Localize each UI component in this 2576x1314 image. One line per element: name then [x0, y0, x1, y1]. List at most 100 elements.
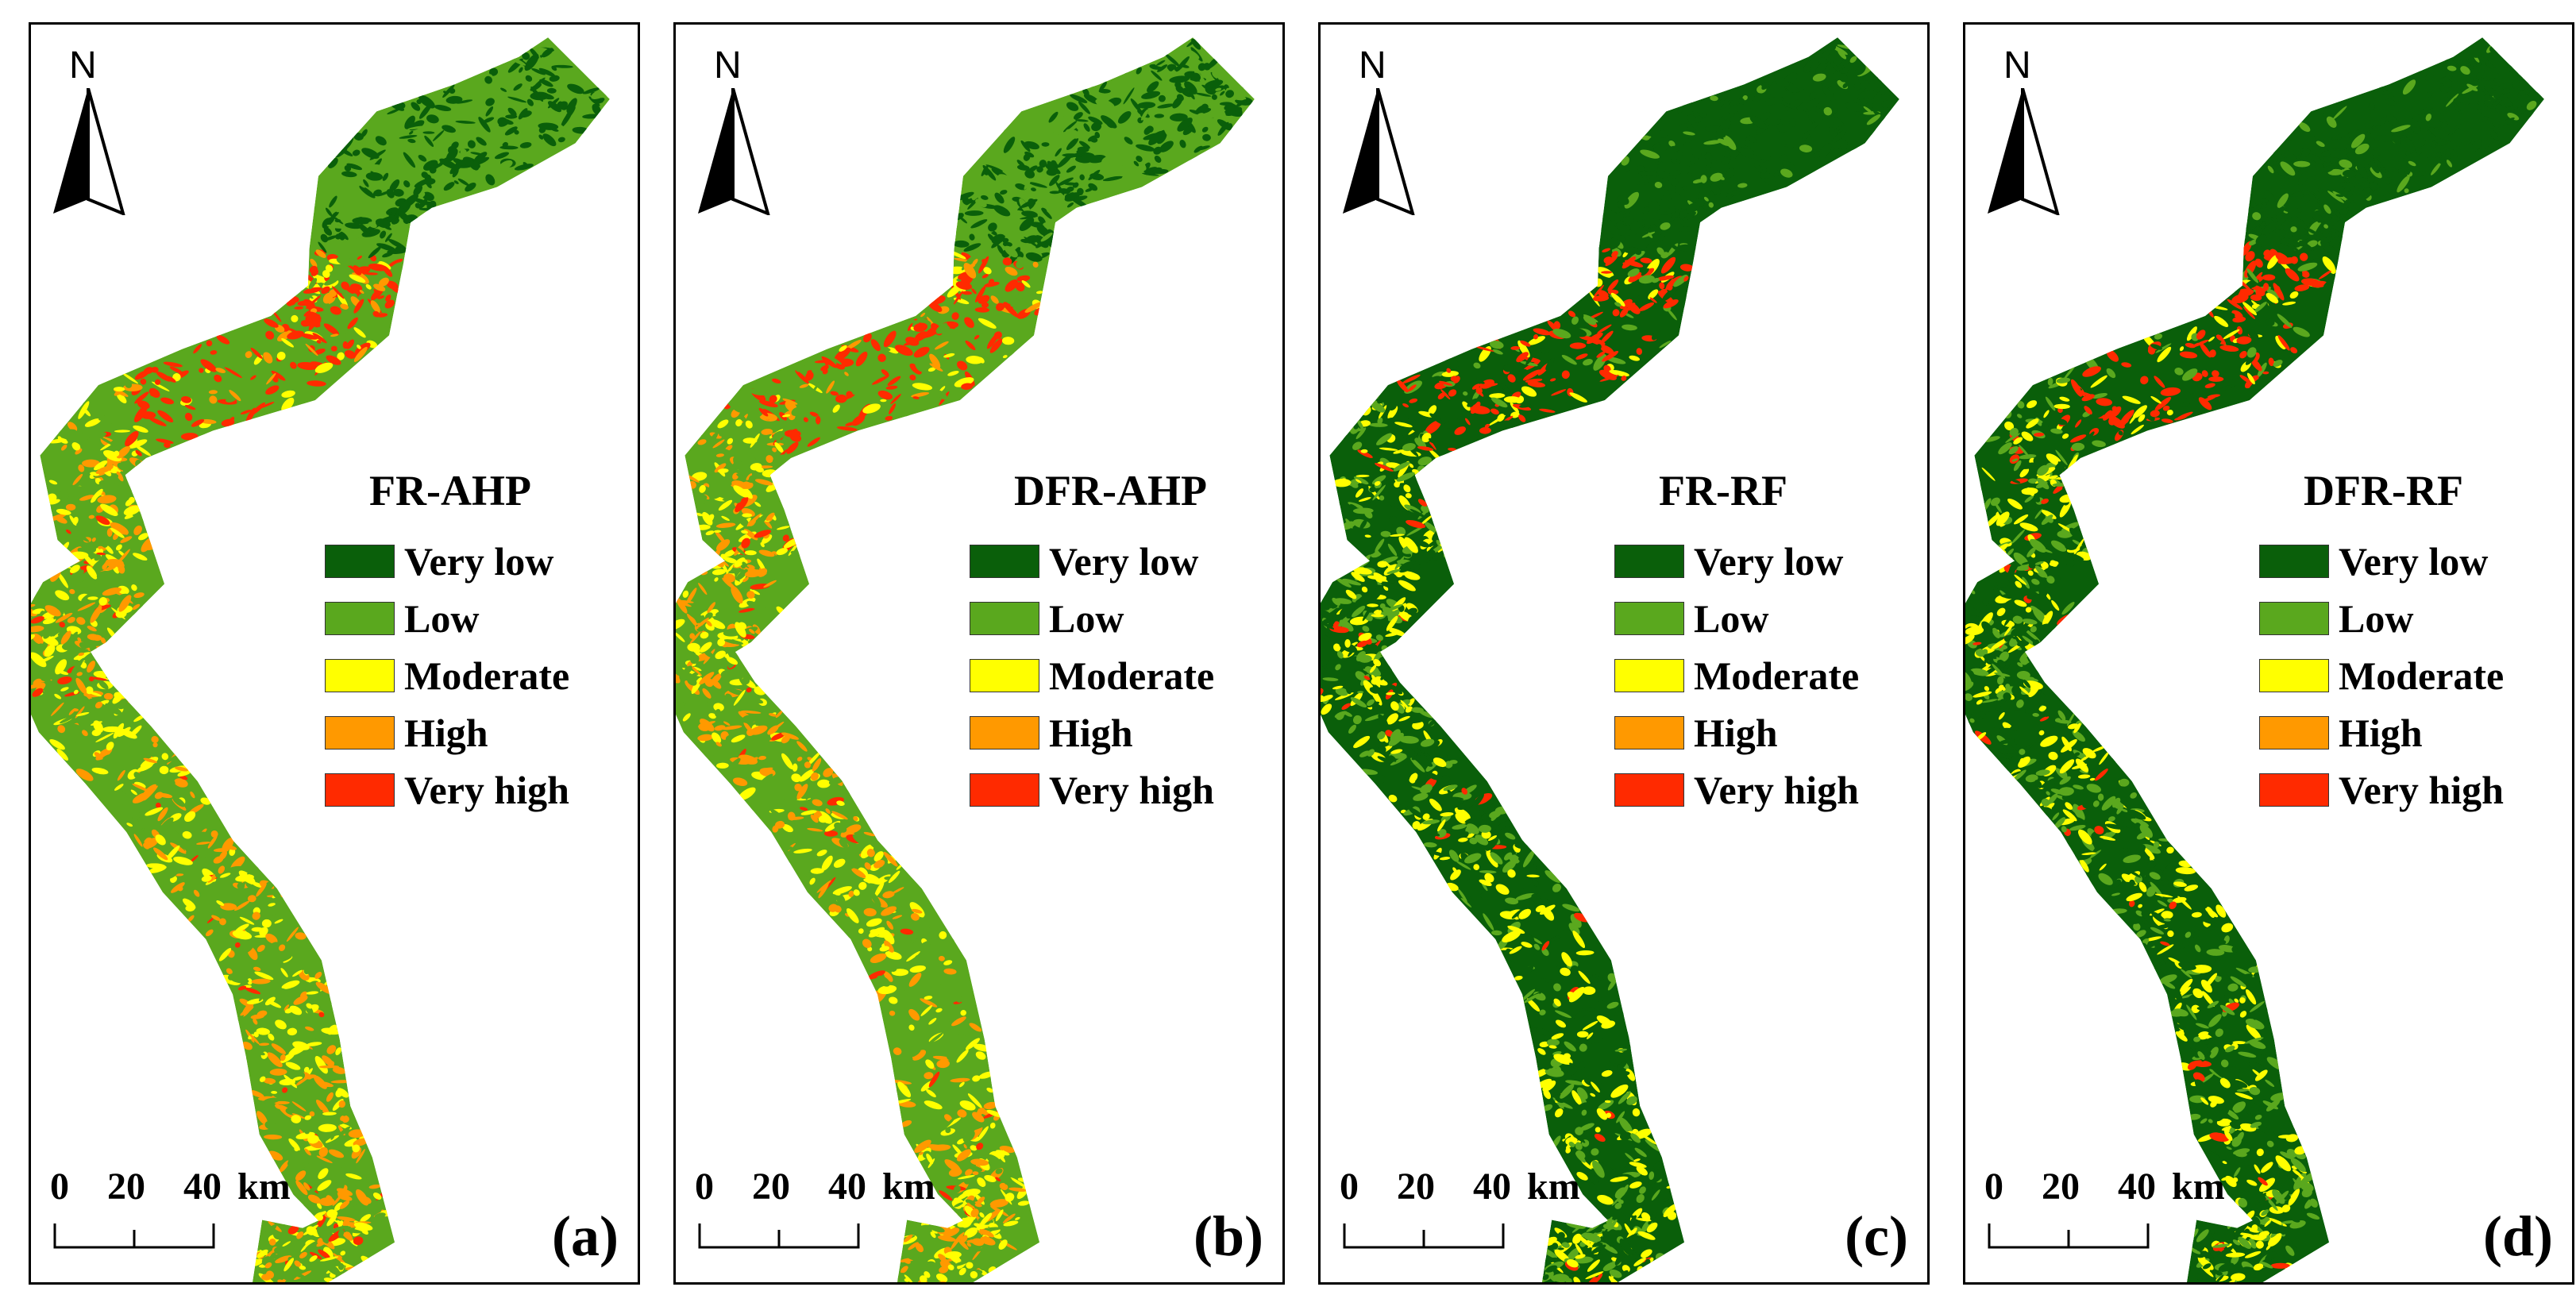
zone-patch	[264, 996, 276, 1006]
zone-patch	[1353, 735, 1371, 749]
zone-patch	[1544, 870, 1561, 883]
zone-patch	[1009, 123, 1021, 129]
zone-patch	[1219, 102, 1233, 106]
zone-patch	[916, 318, 931, 326]
zone-patch	[1348, 724, 1356, 734]
zone-patch	[1510, 402, 1519, 414]
zone-patch	[125, 557, 136, 566]
zone-patch	[294, 1273, 306, 1279]
legend-swatch	[325, 545, 395, 578]
zone-patch	[774, 798, 781, 805]
zone-patch	[1388, 794, 1398, 803]
legend-swatch	[970, 716, 1039, 749]
zone-patch	[557, 137, 565, 143]
zone-patch	[1601, 271, 1613, 274]
zone-patch	[265, 1108, 271, 1116]
zone-patch	[1355, 479, 1362, 484]
zone-patch	[2196, 1274, 2203, 1281]
zone-patch	[804, 414, 819, 425]
zone-patch	[1511, 907, 1526, 919]
zone-patch	[1602, 1231, 1613, 1247]
zone-patch	[910, 913, 920, 921]
zone-patch	[1005, 1193, 1015, 1202]
zone-patch	[442, 84, 455, 98]
zone-patch	[2192, 931, 2200, 938]
zone-patch	[271, 1090, 278, 1094]
zone-patch	[174, 778, 188, 788]
zone-patch	[711, 568, 726, 576]
scale-unit: km	[882, 1166, 935, 1208]
zone-patch	[796, 741, 808, 752]
zone-patch	[1409, 398, 1418, 403]
zone-patch	[768, 713, 777, 717]
zone-patch	[963, 243, 981, 252]
zone-patch	[747, 519, 756, 526]
zone-patch	[728, 757, 741, 770]
zone-patch	[2088, 420, 2095, 426]
zone-patch	[338, 1100, 346, 1108]
zone-patch	[766, 721, 776, 726]
zone-patch	[1641, 268, 1649, 276]
zone-patch	[1579, 1123, 1595, 1131]
zone-patch	[349, 1204, 358, 1212]
zone-patch	[208, 390, 218, 395]
zone-patch	[1367, 502, 1377, 509]
zone-patch	[32, 688, 44, 697]
zone-patch	[1466, 877, 1475, 889]
zone-patch	[1881, 100, 1890, 109]
zone-patch	[904, 1113, 909, 1119]
zone-patch	[965, 1199, 977, 1206]
zone-patch	[304, 981, 319, 992]
zone-patch	[353, 1138, 368, 1146]
zone-patch	[1001, 1266, 1011, 1274]
zone-patch	[1428, 405, 1437, 415]
zone-patch	[1379, 447, 1398, 451]
zone-patch	[1965, 607, 1980, 616]
zone-patch	[1602, 1165, 1614, 1177]
zone-patch	[205, 929, 214, 937]
zone-patch	[997, 174, 1013, 183]
zone-patch	[1333, 643, 1341, 652]
zone-patch	[2238, 1051, 2257, 1058]
zone-patch	[965, 1038, 981, 1050]
zone-patch	[1592, 974, 1605, 981]
zone-patch	[1367, 603, 1379, 607]
zone-patch	[713, 530, 722, 534]
zone-patch	[1718, 114, 1735, 121]
zone-patch	[690, 654, 700, 665]
zone-patch	[877, 975, 890, 987]
zone-patch	[307, 1182, 322, 1196]
zone-patch	[328, 1072, 334, 1077]
model-title: FR-RF	[1659, 467, 1787, 514]
zone-patch	[848, 890, 854, 897]
zone-patch	[2294, 152, 2302, 163]
zone-patch	[1386, 576, 1397, 581]
legend-swatch	[325, 773, 395, 807]
zone-patch	[1406, 432, 1417, 440]
zone-patch	[1010, 1177, 1028, 1189]
zone-patch	[996, 302, 1005, 311]
zone-patch	[996, 1150, 1010, 1156]
zone-patch	[1195, 104, 1208, 113]
zone-patch	[200, 831, 210, 842]
zone-patch	[939, 386, 946, 392]
zone-patch	[1677, 108, 1683, 114]
zone-patch	[834, 347, 851, 362]
zone-patch	[1645, 1139, 1661, 1152]
zone-patch	[365, 283, 372, 290]
zone-patch	[2080, 753, 2086, 757]
zone-patch	[2116, 902, 2127, 908]
zone-patch	[1367, 749, 1375, 757]
zone-patch	[723, 557, 738, 564]
zone-patch	[292, 969, 303, 977]
zone-patch	[268, 1015, 285, 1020]
zone-patch	[1130, 98, 1142, 113]
zone-patch	[424, 135, 434, 147]
legend-item-moderate: Moderate	[1614, 647, 1924, 704]
zone-patch	[2028, 478, 2038, 484]
zone-patch	[174, 766, 189, 772]
zone-patch	[1839, 73, 1848, 83]
zone-patch	[1614, 1187, 1627, 1199]
zone-patch	[939, 989, 944, 995]
legend-items: Very low Low Moderate High Very high	[970, 533, 1279, 819]
